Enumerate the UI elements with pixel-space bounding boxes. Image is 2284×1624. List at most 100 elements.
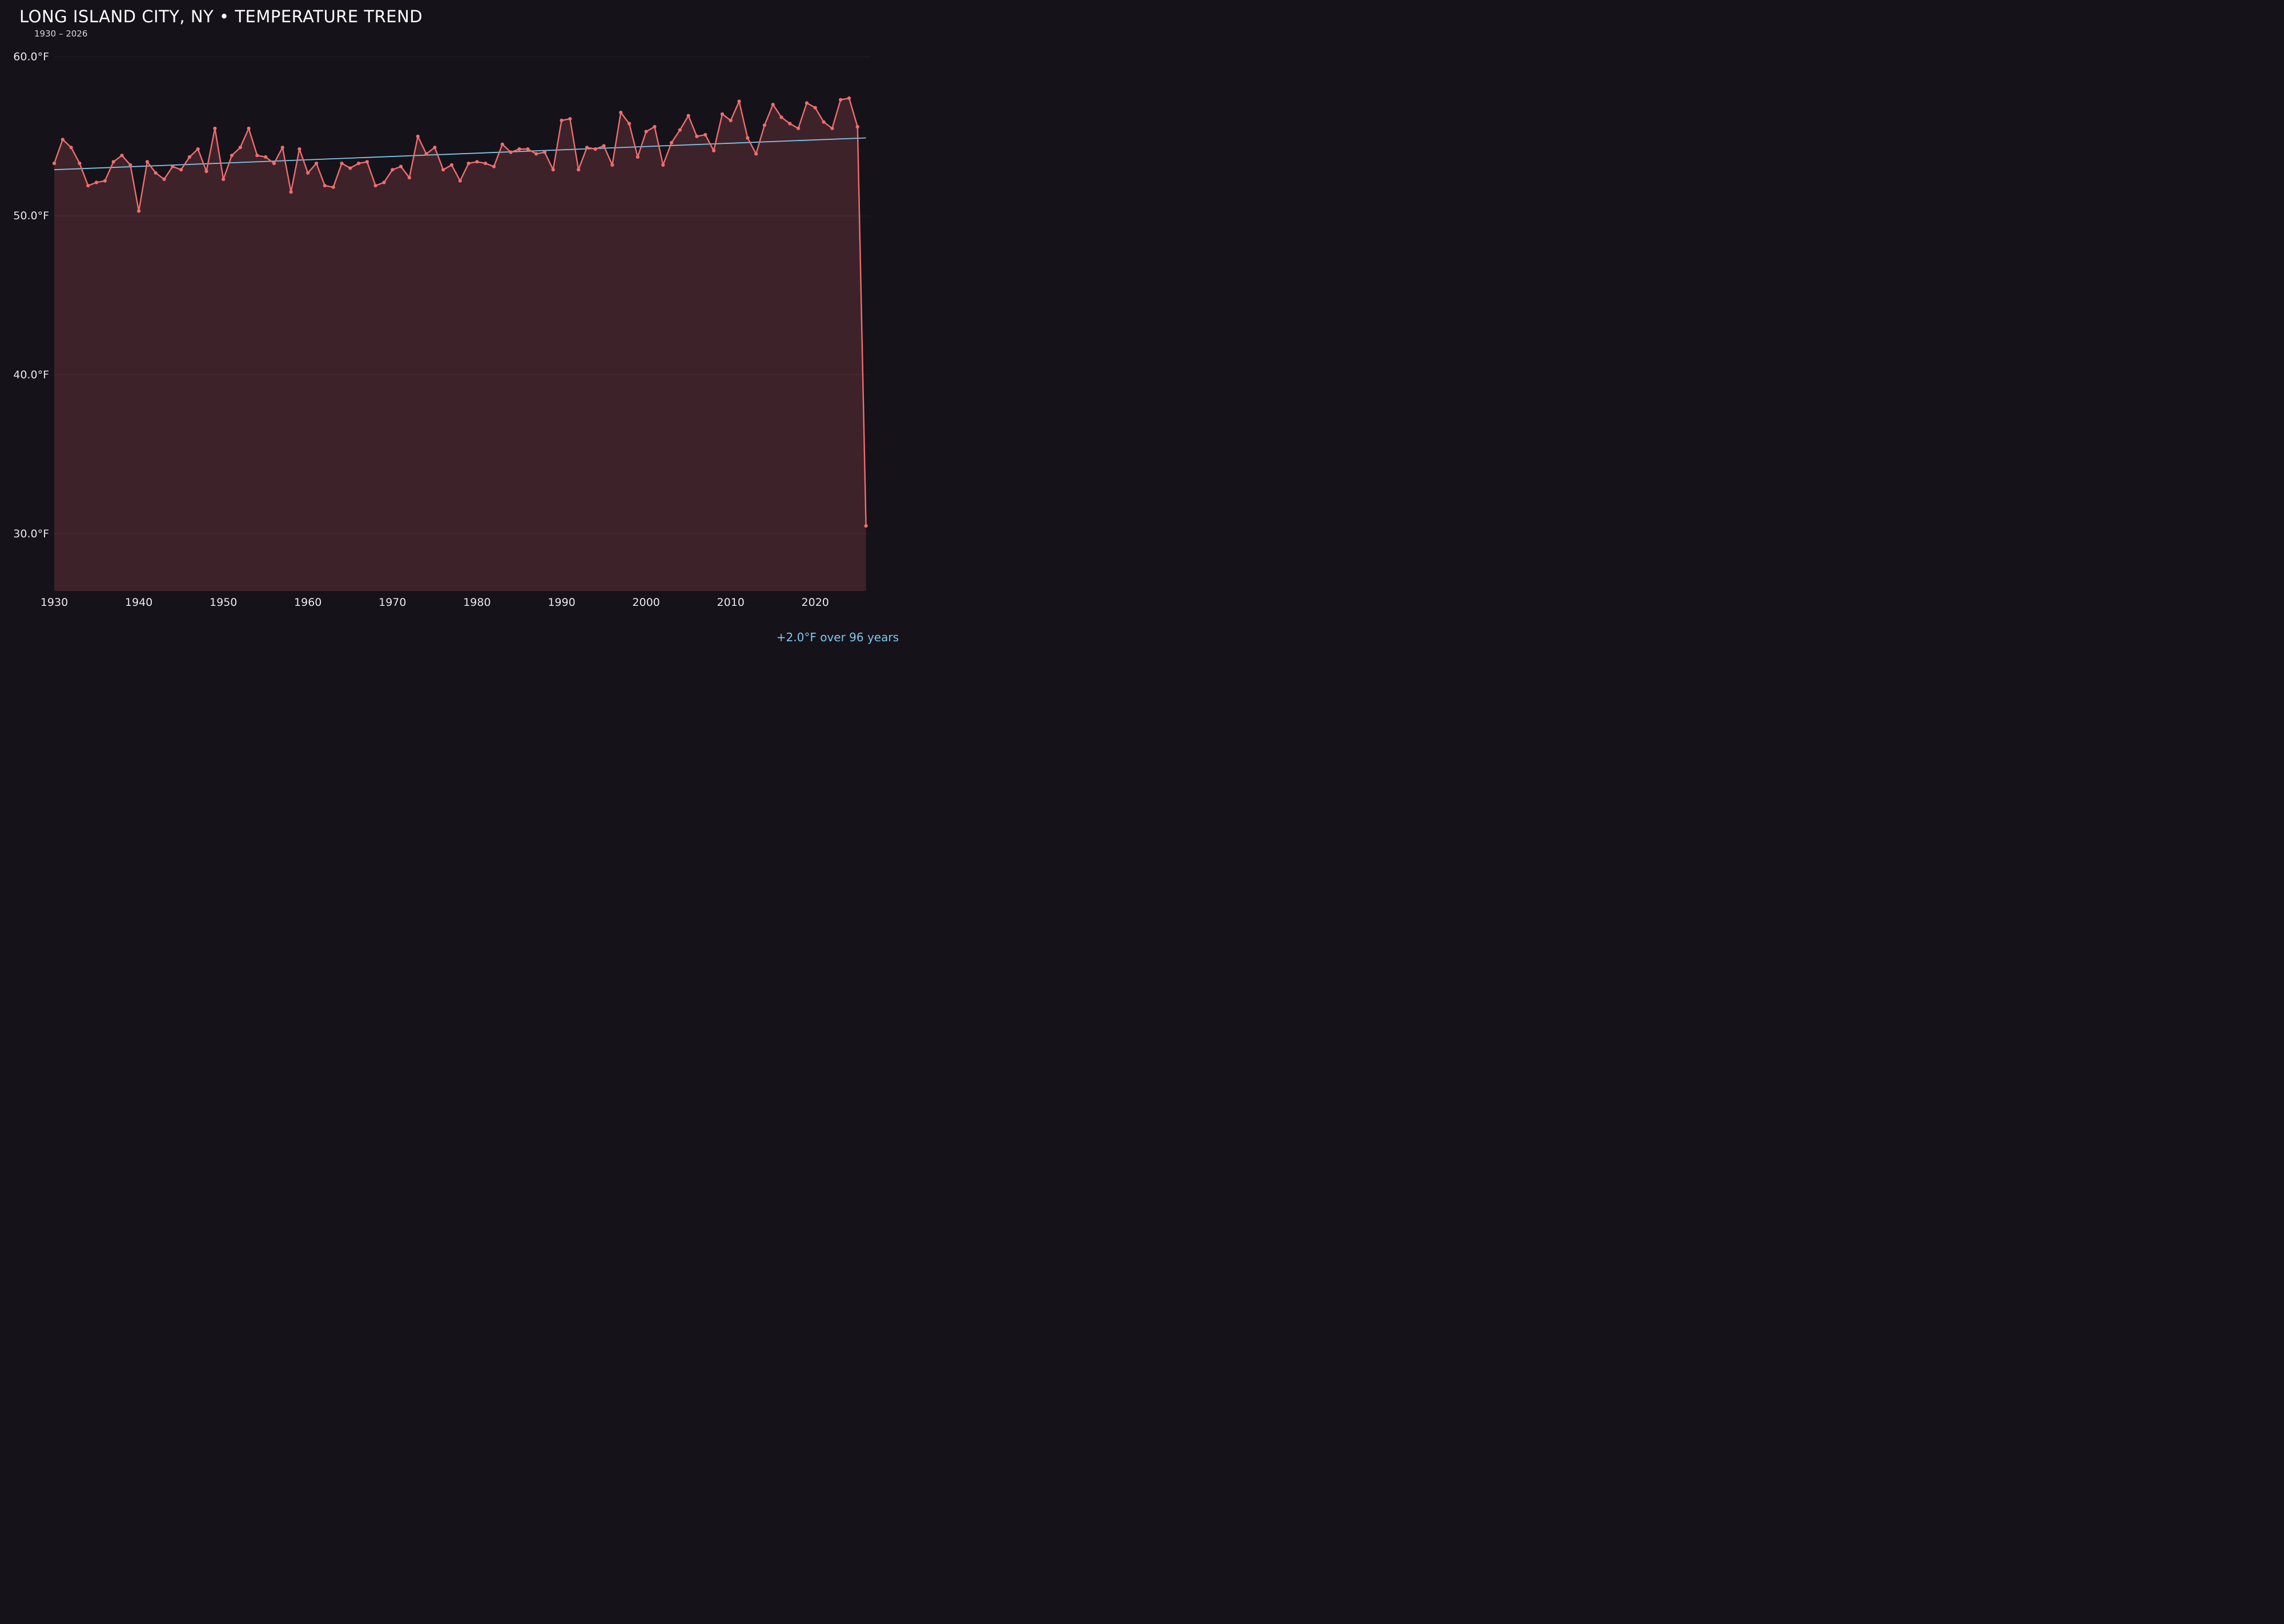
data-point [264,155,268,159]
data-point [813,106,817,110]
trend-line [54,137,866,171]
data-point [449,163,454,167]
data-point [703,132,707,137]
data-point [686,114,690,118]
data-point [737,99,741,103]
data-point [424,152,428,156]
data-point [272,162,276,166]
x-tick-label: 2000 [632,596,660,609]
data-point [128,163,132,167]
data-point [577,168,581,172]
data-point [669,140,674,144]
data-point [475,160,479,164]
data-point [373,184,377,188]
data-point [855,124,859,129]
x-tick-label: 1950 [210,596,237,609]
data-point [69,146,73,150]
data-point [864,524,868,528]
data-point [179,168,183,172]
x-tick-label: 1980 [463,596,490,609]
data-point [187,155,191,159]
data-point [779,115,783,119]
data-point [830,126,834,130]
data-point [86,184,90,188]
data-point [230,154,234,158]
data-point [729,118,733,122]
data-point [433,146,437,150]
x-tick-label: 1990 [548,596,575,609]
data-point [357,162,361,166]
x-tick-label: 1930 [41,596,68,609]
data-point [526,147,530,151]
data-point [137,209,141,213]
data-point [340,162,344,166]
data-point [103,179,107,183]
data-point [331,185,335,189]
data-point [619,110,623,115]
data-point [822,120,826,124]
data-point [111,160,115,164]
data-point [323,184,327,188]
data-point [467,162,471,166]
data-point [542,150,547,154]
data-point [661,163,665,167]
data-point [762,123,766,127]
data-point [560,118,564,122]
data-point [213,126,217,130]
data-point [255,154,259,158]
data-point [636,155,640,159]
data-point [382,180,386,184]
data-point [517,147,521,151]
data-point [78,162,82,166]
data-point [711,148,716,152]
data-point [610,163,614,167]
data-point [61,138,65,142]
data-point [365,160,369,164]
data-point [585,146,589,150]
data-point [315,162,319,166]
x-tick-label: 1960 [294,596,321,609]
data-point [602,144,606,148]
data-point [238,146,242,150]
data-point [145,160,149,164]
data-point [171,164,175,168]
data-point [222,177,226,181]
page-subtitle: 1930 – 2026 [34,29,88,39]
data-point [805,101,809,105]
data-point [797,126,801,130]
data-point [839,98,843,102]
data-point [627,122,632,126]
data-point [196,147,200,151]
x-tick-label: 1970 [379,596,406,609]
series-area-fill [54,98,866,591]
data-point [593,147,597,151]
data-point [534,152,538,156]
data-point [407,176,412,180]
y-tick-label: 50.0°F [13,210,49,222]
y-tick-label: 60.0°F [13,51,49,63]
data-point [509,150,513,154]
data-point [120,154,124,158]
data-point [653,124,657,129]
data-point [492,164,496,168]
data-point [399,164,403,168]
data-point [306,171,310,175]
data-point [720,112,724,116]
data-point [788,122,792,126]
x-tick-label: 1940 [125,596,152,609]
temperature-trend-chart: 60.0°F 50.0°F 40.0°F 30.0°F 1930 1940 1950 1960… [13,51,870,609]
data-point [297,147,301,151]
data-point [695,134,699,138]
data-point [416,134,420,138]
data-point [568,117,572,121]
data-point [551,168,555,172]
y-tick-label: 30.0°F [13,528,49,540]
data-point [280,146,284,150]
data-point [52,162,57,166]
data-point [754,152,758,156]
data-point [771,103,775,107]
data-point [391,168,395,172]
data-point [746,136,750,140]
trend-annotation: +2.0°F over 96 years [776,630,899,644]
data-point [162,177,166,181]
